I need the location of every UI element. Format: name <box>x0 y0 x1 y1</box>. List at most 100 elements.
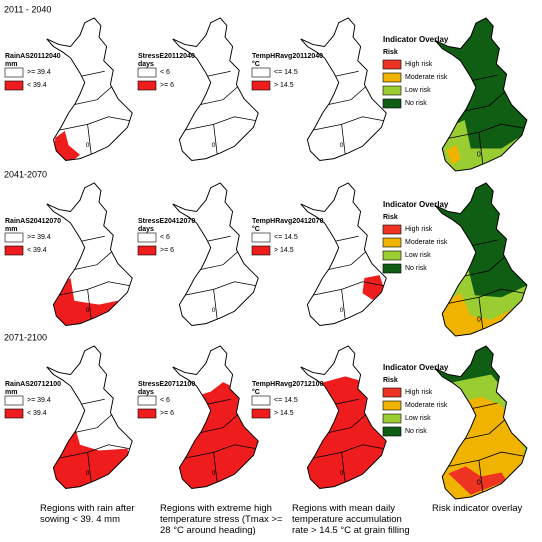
map: 0 <box>300 182 387 326</box>
legend-swatch <box>4 395 24 406</box>
legend-unit: mm <box>5 226 17 233</box>
legend-swatch <box>4 80 24 91</box>
legend-swatch <box>4 245 24 256</box>
legend-label: Moderate risk <box>405 239 448 246</box>
map-fill <box>300 18 387 161</box>
caption: Regions with extreme high temperature st… <box>160 503 283 536</box>
legend-swatch <box>4 67 24 78</box>
legend-swatch <box>382 387 402 398</box>
risk-area <box>448 466 507 495</box>
legend-title: TempHRavg20412070 <box>252 218 324 225</box>
region-border <box>478 132 484 166</box>
legend-title: Indicator Overlay <box>383 363 449 372</box>
region-border <box>478 297 484 331</box>
legend-unit: days <box>138 226 154 233</box>
region-border <box>59 444 130 459</box>
region-border <box>204 398 231 406</box>
legend-label: > 14.5 <box>274 410 294 417</box>
contour-label: 0 <box>477 151 481 159</box>
region-border <box>324 412 369 434</box>
region-border <box>468 74 498 82</box>
land <box>172 183 259 326</box>
legend-label: No risk <box>405 428 427 435</box>
legend-title: TempHRavg20712100 <box>252 381 324 388</box>
region-border <box>468 239 498 247</box>
region-border <box>87 124 92 156</box>
land <box>300 183 387 326</box>
legend-swatch <box>4 408 24 419</box>
region-border <box>448 288 524 304</box>
contour-label: 0 <box>212 142 216 149</box>
region-border <box>204 235 231 243</box>
legend-title: RainAS20412070 <box>5 218 61 225</box>
legend-label: < 6 <box>160 397 170 404</box>
legend-swatch <box>382 400 402 411</box>
legend-swatch <box>382 237 402 248</box>
legend-swatch <box>382 224 402 235</box>
risk-area <box>300 376 387 489</box>
region-border <box>78 70 105 78</box>
map-fill <box>46 183 133 326</box>
land <box>172 18 259 161</box>
legend-title: StressE20412070 <box>138 218 195 225</box>
legend-title: RainAS20712100 <box>5 381 61 388</box>
contour-label: 0 <box>86 307 90 314</box>
legend-unit: °C <box>252 60 260 68</box>
legend-title: StressE20112040 <box>138 53 195 60</box>
contour-label: 0 <box>212 307 216 314</box>
legend-label: Moderate risk <box>405 74 448 81</box>
region-border <box>185 281 256 296</box>
map-fill <box>300 346 387 489</box>
legend-label: >= 39.4 <box>27 234 51 241</box>
contour-label: 0 <box>340 142 344 149</box>
caption: Regions with mean daily temperature accu… <box>292 503 410 536</box>
region-border <box>332 70 359 78</box>
map-fill <box>46 346 133 489</box>
region-border <box>448 123 524 139</box>
map: 0 <box>46 345 133 489</box>
legend-swatch <box>137 80 157 91</box>
region-border <box>70 84 115 106</box>
region-border <box>341 452 346 484</box>
legend-title: Indicator Overlay <box>383 200 449 209</box>
region-border <box>468 402 498 410</box>
region-border <box>478 460 484 494</box>
contour-label: 0 <box>477 316 481 324</box>
region-border <box>185 444 256 459</box>
legend-label: High risk <box>405 389 433 396</box>
contour-label: 0 <box>340 307 344 314</box>
region-border <box>313 116 384 131</box>
region-border <box>59 116 130 131</box>
legend-title: Indicator Overlay <box>383 35 449 44</box>
legend-label: <= 14.5 <box>274 397 298 404</box>
region-border <box>332 235 359 243</box>
period-label: 2071-2100 <box>4 332 47 342</box>
legend-label: Low risk <box>405 87 431 94</box>
legend-subtitle: Risk <box>383 214 398 221</box>
legend-swatch <box>251 245 271 256</box>
region-border <box>213 124 218 156</box>
legend-label: Moderate risk <box>405 402 448 409</box>
legend-title: StressE20712100 <box>138 381 195 388</box>
legend-label: High risk <box>405 61 433 68</box>
legend-title: TempHRavg20112040 <box>252 53 323 60</box>
map: 0 <box>172 345 259 489</box>
legend-label: >= 6 <box>160 82 174 89</box>
legend-label: >= 39.4 <box>27 69 51 76</box>
map-fill <box>172 346 259 489</box>
map: 0 <box>300 345 387 489</box>
region-border <box>196 84 241 106</box>
legend-label: < 39.4 <box>27 82 47 89</box>
period-label: 2041-2070 <box>4 169 47 179</box>
legend-unit: mm <box>5 61 17 68</box>
contour-label: 0 <box>340 470 344 477</box>
legend-unit: °C <box>252 225 260 233</box>
region-border <box>460 89 508 113</box>
legend-swatch <box>382 413 402 424</box>
legend-swatch <box>4 232 24 243</box>
legend-label: > 14.5 <box>274 247 294 254</box>
region-border <box>70 249 115 271</box>
legend-swatch <box>251 395 271 406</box>
legend-unit: mm <box>5 389 17 396</box>
